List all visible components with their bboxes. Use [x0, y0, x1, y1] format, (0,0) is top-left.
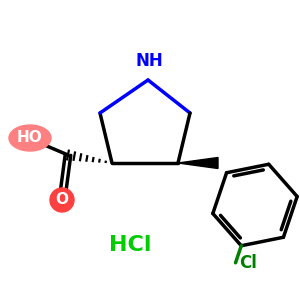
Text: HCl: HCl: [109, 235, 151, 255]
Polygon shape: [178, 158, 218, 169]
Text: NH: NH: [135, 52, 163, 70]
Ellipse shape: [50, 188, 74, 212]
Text: O: O: [56, 193, 68, 208]
Text: HO: HO: [17, 130, 43, 146]
Ellipse shape: [9, 125, 51, 151]
Text: Cl: Cl: [239, 254, 257, 272]
